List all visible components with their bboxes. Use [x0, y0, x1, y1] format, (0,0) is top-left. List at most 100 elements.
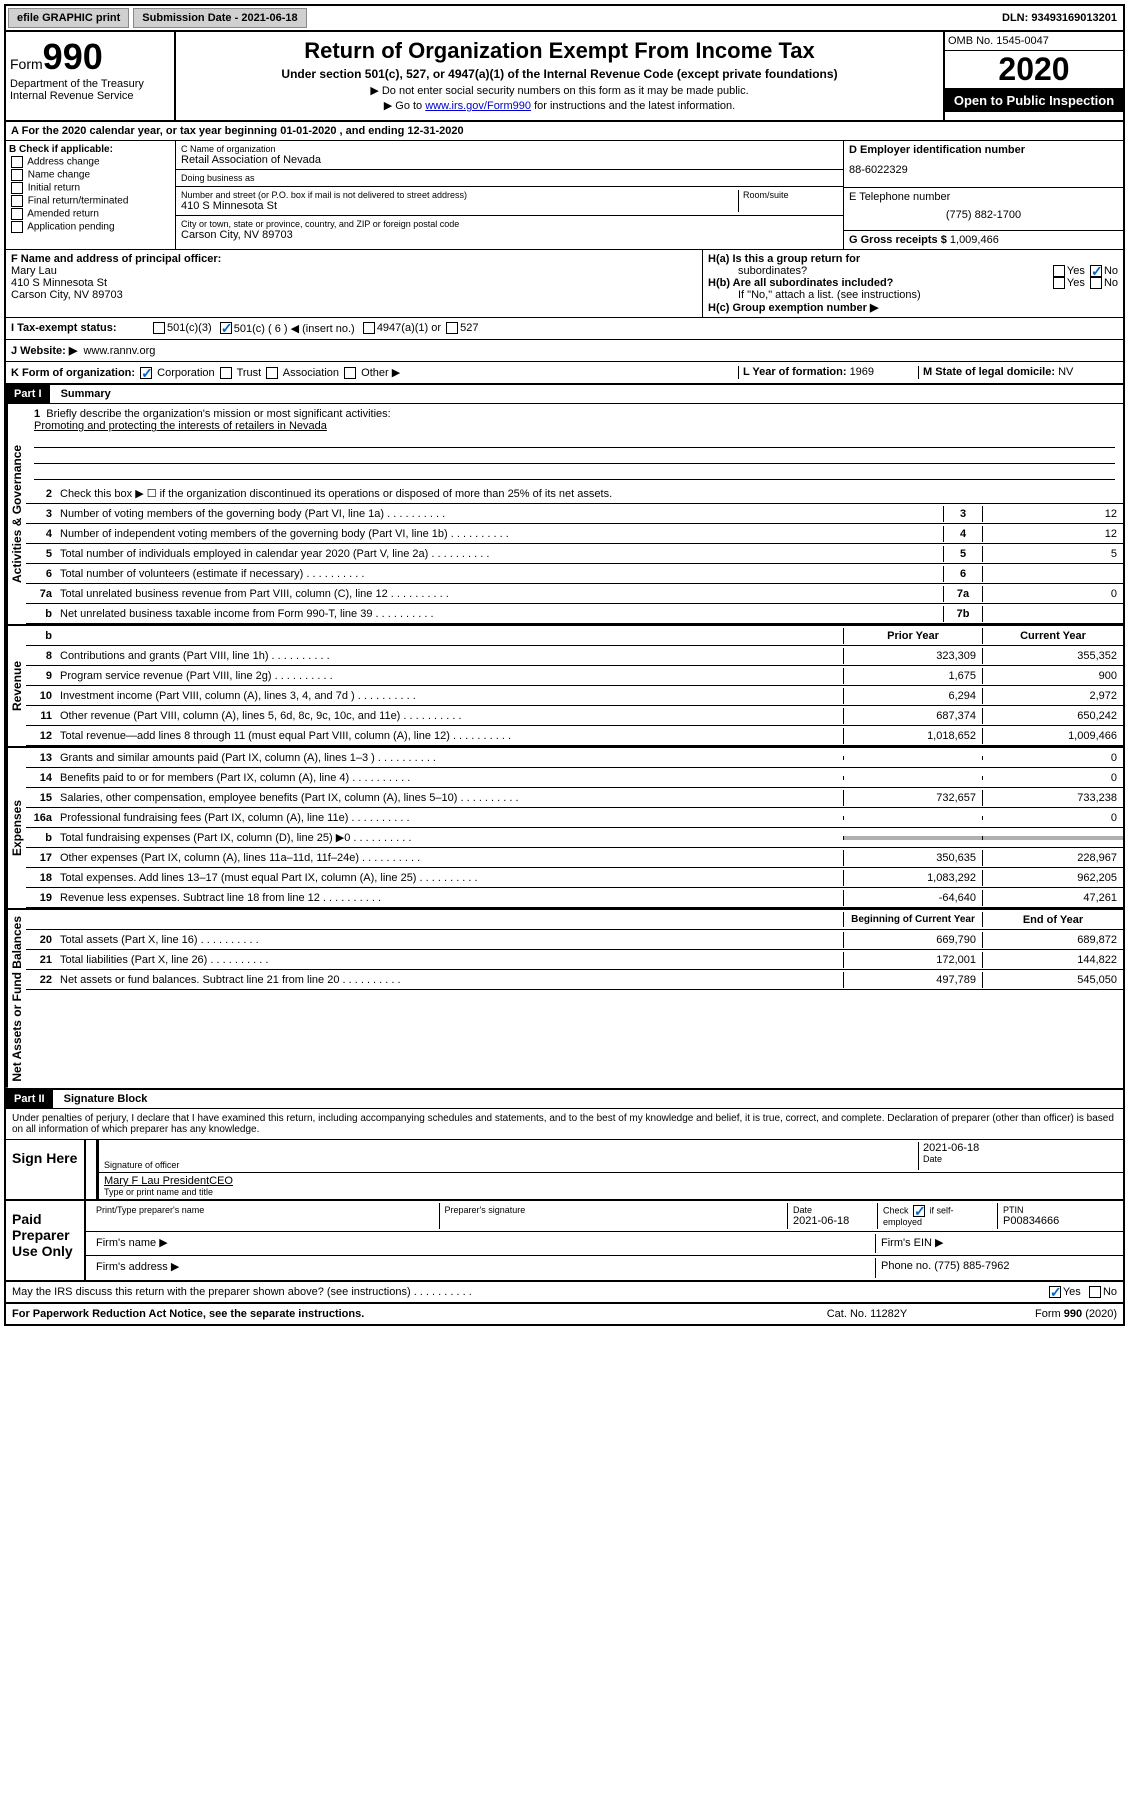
row-text: Other expenses (Part IX, column (A), lin… — [56, 850, 843, 866]
row-val: 5 — [983, 546, 1123, 562]
table-row: 16a Professional fundraising fees (Part … — [26, 808, 1123, 828]
row-val — [983, 612, 1123, 616]
chk-trust[interactable] — [220, 367, 232, 379]
table-row: 10 Investment income (Part VIII, column … — [26, 686, 1123, 706]
discuss-text: May the IRS discuss this return with the… — [12, 1286, 1047, 1298]
hb-no-chk[interactable] — [1090, 277, 1102, 289]
dba-label: Doing business as — [181, 173, 838, 183]
officer-addr2: Carson City, NV 89703 — [11, 289, 697, 301]
row-box: 4 — [943, 526, 983, 542]
firm-phone-cell: Phone no. (775) 885-7962 — [876, 1258, 1118, 1278]
row-prior — [843, 836, 983, 840]
firm-name-cell: Firm's name ▶ — [91, 1234, 876, 1253]
chk-501c3[interactable] — [153, 322, 165, 334]
table-row: b Net unrelated business taxable income … — [26, 604, 1123, 624]
vert-revenue: Revenue — [6, 626, 26, 746]
ein-cell: D Employer identification number 88-6022… — [844, 141, 1123, 188]
prep-self-chk[interactable] — [913, 1205, 925, 1217]
form-subtitle: Under section 501(c), 527, or 4947(a)(1)… — [182, 67, 937, 81]
chk-pending[interactable]: Application pending — [9, 221, 172, 233]
chk-amended[interactable]: Amended return — [9, 208, 172, 220]
firm-phone-value: (775) 885-7962 — [934, 1260, 1009, 1272]
box-l-label: L Year of formation: — [743, 366, 850, 378]
row-current: 0 — [983, 770, 1123, 786]
opt-corp: Corporation — [157, 367, 214, 379]
chk-corp[interactable] — [140, 367, 152, 379]
chk-501c[interactable] — [220, 322, 232, 334]
row-prior — [843, 756, 983, 760]
hb-yes-chk[interactable] — [1053, 277, 1065, 289]
box-m-label: M State of legal domicile: — [923, 366, 1058, 378]
table-row: 14 Benefits paid to or for members (Part… — [26, 768, 1123, 788]
form990-link[interactable]: www.irs.gov/Form990 — [425, 100, 531, 112]
box-h: H(a) Is this a group return for subordin… — [703, 250, 1123, 317]
prep-ptin-cell: PTIN P00834666 — [998, 1203, 1118, 1229]
discuss-yes-chk[interactable] — [1049, 1286, 1061, 1298]
row-val — [983, 572, 1123, 576]
chk-address-change[interactable]: Address change — [9, 156, 172, 168]
row-num: 18 — [26, 870, 56, 886]
ha-yes-chk[interactable] — [1053, 265, 1065, 277]
row-text: Investment income (Part VIII, column (A)… — [56, 688, 843, 704]
row-prior: 687,374 — [843, 708, 983, 724]
expenses-content: 13 Grants and similar amounts paid (Part… — [26, 748, 1123, 908]
mission-blank3 — [34, 464, 1115, 480]
sig-name-label: Type or print name and title — [104, 1187, 1118, 1197]
opt-501c3: 501(c)(3) — [167, 322, 212, 335]
prep-print-label: Print/Type preparer's name — [96, 1205, 434, 1215]
row-current: 144,822 — [983, 952, 1123, 968]
part2-header-row: Part II Signature Block — [6, 1090, 1123, 1109]
org-name-cell: C Name of organization Retail Associatio… — [176, 141, 843, 170]
table-row: 15 Salaries, other compensation, employe… — [26, 788, 1123, 808]
ha-no-chk[interactable] — [1090, 265, 1102, 277]
row-num: 15 — [26, 790, 56, 806]
opt-other: Other ▶ — [361, 367, 400, 379]
row-prior: 497,789 — [843, 972, 983, 988]
row-current: 650,242 — [983, 708, 1123, 724]
row-num: 20 — [26, 932, 56, 948]
box-f: F Name and address of principal officer:… — [6, 250, 703, 317]
row-text: Total liabilities (Part X, line 26) — [56, 952, 843, 968]
table-row: b Total fundraising expenses (Part IX, c… — [26, 828, 1123, 848]
chk-527[interactable] — [446, 322, 458, 334]
sig-name-value: Mary F Lau PresidentCEO — [104, 1175, 1118, 1187]
row-box: 5 — [943, 546, 983, 562]
box-m-val: NV — [1058, 366, 1073, 378]
prep-sig-label: Preparer's signature — [445, 1205, 783, 1215]
row-text: Total unrelated business revenue from Pa… — [56, 586, 943, 602]
table-row: 11 Other revenue (Part VIII, column (A),… — [26, 706, 1123, 726]
net-blank-num — [26, 918, 56, 922]
gross-value: 1,009,466 — [950, 234, 999, 246]
line1-text: Promoting and protecting the interests o… — [34, 420, 1115, 432]
table-row: 9 Program service revenue (Part VIII, li… — [26, 666, 1123, 686]
row-prior: 1,083,292 — [843, 870, 983, 886]
ha-no: No — [1104, 265, 1118, 277]
discuss-no-chk[interactable] — [1089, 1286, 1101, 1298]
governance-content: 1 Briefly describe the organization's mi… — [26, 404, 1123, 624]
discuss-yes: Yes — [1063, 1286, 1081, 1298]
form-page: efile GRAPHIC print Submission Date - 20… — [4, 4, 1125, 1326]
street-cell: Number and street (or P.O. box if mail i… — [176, 187, 843, 216]
table-row: 12 Total revenue—add lines 8 through 11 … — [26, 726, 1123, 746]
part1-title: Summary — [53, 385, 119, 403]
row-text: Number of voting members of the governin… — [56, 506, 943, 522]
city-label: City or town, state or province, country… — [181, 219, 838, 229]
submission-date-btn[interactable]: Submission Date - 2021-06-18 — [133, 8, 306, 28]
efile-print-btn[interactable]: efile GRAPHIC print — [8, 8, 129, 28]
chk-other[interactable] — [344, 367, 356, 379]
row-box: 7b — [943, 606, 983, 622]
open-inspection: Open to Public Inspection — [945, 89, 1123, 112]
box-klm: K Form of organization: Corporation Trus… — [6, 362, 1123, 385]
part2-header: Part II — [6, 1090, 53, 1108]
chk-assoc[interactable] — [266, 367, 278, 379]
table-row: 3 Number of voting members of the govern… — [26, 504, 1123, 524]
row-prior: 350,635 — [843, 850, 983, 866]
opt-amended: Amended return — [27, 209, 99, 220]
row-num: b — [26, 606, 56, 622]
chk-initial[interactable]: Initial return — [9, 182, 172, 194]
opt-final: Final return/terminated — [28, 196, 129, 207]
form-left: Form990 Department of the Treasury Inter… — [6, 32, 176, 120]
chk-final[interactable]: Final return/terminated — [9, 195, 172, 207]
chk-4947[interactable] — [363, 322, 375, 334]
chk-name-change[interactable]: Name change — [9, 169, 172, 181]
